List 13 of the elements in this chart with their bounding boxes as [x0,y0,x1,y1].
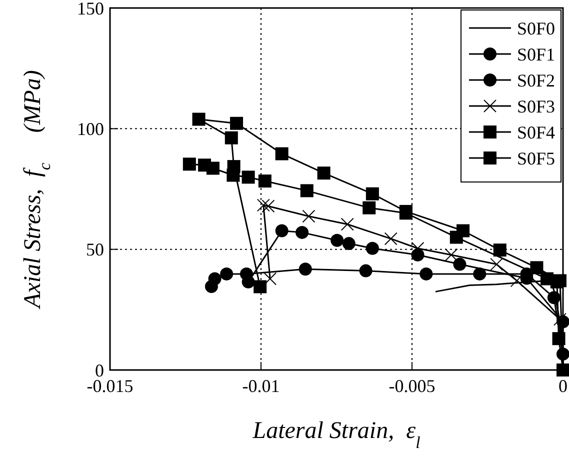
legend-label: S0F4 [517,122,556,142]
y-tick-label: 150 [77,0,104,18]
x-tick-label: -0.01 [242,376,280,396]
y-tick-label: 50 [86,240,104,260]
y-tick-label: 100 [77,118,104,139]
legend-label: S0F3 [517,96,556,116]
x-tick-label: -0.005 [388,376,436,396]
legend-label: S0F5 [517,148,556,168]
legend-label: S0F1 [517,44,556,64]
legend-label: S0F2 [517,70,556,90]
x-axis-title: Lateral Strain, ε$_{l}$ [252,418,421,452]
x-tick-label: 0 [558,376,568,396]
legend-label: S0F0 [517,18,556,38]
